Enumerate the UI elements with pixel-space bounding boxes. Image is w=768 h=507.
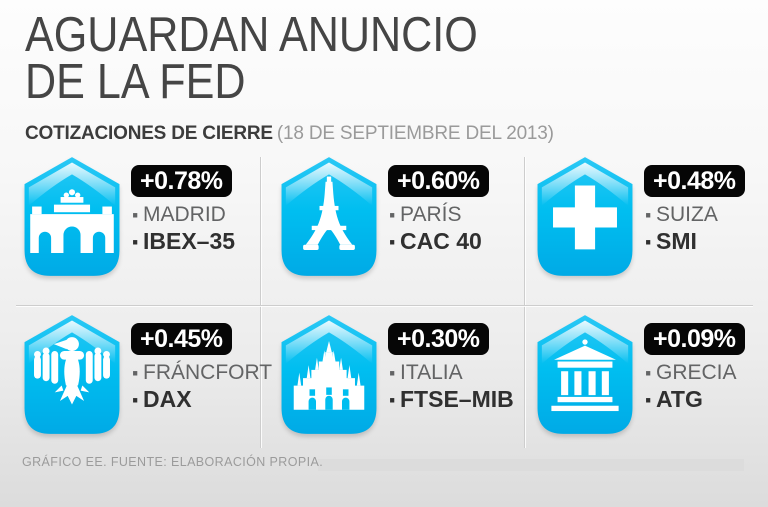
index-label: CAC 40 xyxy=(400,228,482,254)
change-badge: +0.09% xyxy=(644,323,745,355)
market-info: +0.09% · GRECIA · ATG xyxy=(644,323,745,417)
market-info: +0.45% · FRÁNCFORT · DAX xyxy=(131,323,273,417)
market-cell: +0.09% · GRECIA · ATG xyxy=(531,313,758,463)
change-badge: +0.78% xyxy=(131,165,232,197)
index-label: ATG xyxy=(656,386,703,412)
puerta-de-alcala-icon xyxy=(24,157,120,276)
column-divider-2 xyxy=(524,157,525,448)
index-label: DAX xyxy=(143,386,192,412)
city-label: GRECIA xyxy=(656,361,737,384)
market-index: · FTSE–MIB xyxy=(388,383,514,417)
city-label: SUIZA xyxy=(656,203,718,226)
subtitle-date: (18 DE SEPTIEMBRE DEL 2013) xyxy=(276,123,554,144)
market-index: · DAX xyxy=(131,383,192,417)
city-label: PARÍS xyxy=(400,203,462,226)
title-line-2: DE LA FED xyxy=(25,55,246,109)
change-badge: +0.30% xyxy=(388,323,489,355)
market-city: · SUIZA xyxy=(644,199,718,232)
city-label: MADRID xyxy=(143,203,226,226)
market-cell: +0.78% · MADRID · IBEX–35 xyxy=(18,155,275,313)
market-city: · ITALIA xyxy=(388,357,463,390)
milan-duomo-icon xyxy=(281,315,377,434)
footer-source: GRÁFICO EE. FUENTE: ELABORACIÓN PROPIA. xyxy=(22,455,324,469)
market-index: · IBEX–35 xyxy=(131,225,236,259)
footer-band xyxy=(318,459,744,471)
market-cell: +0.60% · PARÍS · CAC 40 xyxy=(275,155,531,313)
city-label: ITALIA xyxy=(400,361,463,384)
swiss-cross-icon xyxy=(537,157,633,276)
page-title: AGUARDAN ANUNCIO DE LA FED xyxy=(25,8,478,109)
market-index: · SMI xyxy=(644,225,697,259)
subtitle: COTIZACIONES DE CIERRE (18 DE SEPTIEMBRE … xyxy=(25,123,554,145)
market-grid: +0.78% · MADRID · IBEX–35 +0.60% · PARÍS… xyxy=(18,155,758,463)
index-label: FTSE–MIB xyxy=(400,386,514,412)
market-info: +0.48% · SUIZA · SMI xyxy=(644,165,745,259)
market-city: · GRECIA xyxy=(644,357,737,390)
market-info: +0.60% · PARÍS · CAC 40 xyxy=(388,165,489,259)
city-label: FRÁNCFORT xyxy=(143,361,273,384)
market-info: +0.78% · MADRID · IBEX–35 xyxy=(131,165,236,259)
column-divider-1 xyxy=(260,157,261,448)
row-divider xyxy=(16,305,753,306)
market-city: · MADRID xyxy=(131,199,226,232)
market-cell: +0.30% · ITALIA · FTSE–MIB xyxy=(275,313,531,463)
market-cell: +0.48% · SUIZA · SMI xyxy=(531,155,758,313)
index-label: SMI xyxy=(656,228,697,254)
eiffel-tower-icon xyxy=(281,157,377,276)
subtitle-label: COTIZACIONES DE CIERRE xyxy=(25,123,273,144)
index-label: IBEX–35 xyxy=(143,228,236,254)
german-eagle-icon xyxy=(24,315,120,434)
change-badge: +0.60% xyxy=(388,165,489,197)
market-city: · FRÁNCFORT xyxy=(131,357,273,390)
market-info: +0.30% · ITALIA · FTSE–MIB xyxy=(388,323,514,417)
market-cell: +0.45% · FRÁNCFORT · DAX xyxy=(18,313,275,463)
parthenon-icon xyxy=(537,315,633,434)
change-badge: +0.48% xyxy=(644,165,745,197)
market-index: · ATG xyxy=(644,383,703,417)
change-badge: +0.45% xyxy=(131,323,232,355)
market-index: · CAC 40 xyxy=(388,225,482,259)
market-city: · PARÍS xyxy=(388,199,462,232)
title-line-1: AGUARDAN ANUNCIO xyxy=(25,8,478,62)
